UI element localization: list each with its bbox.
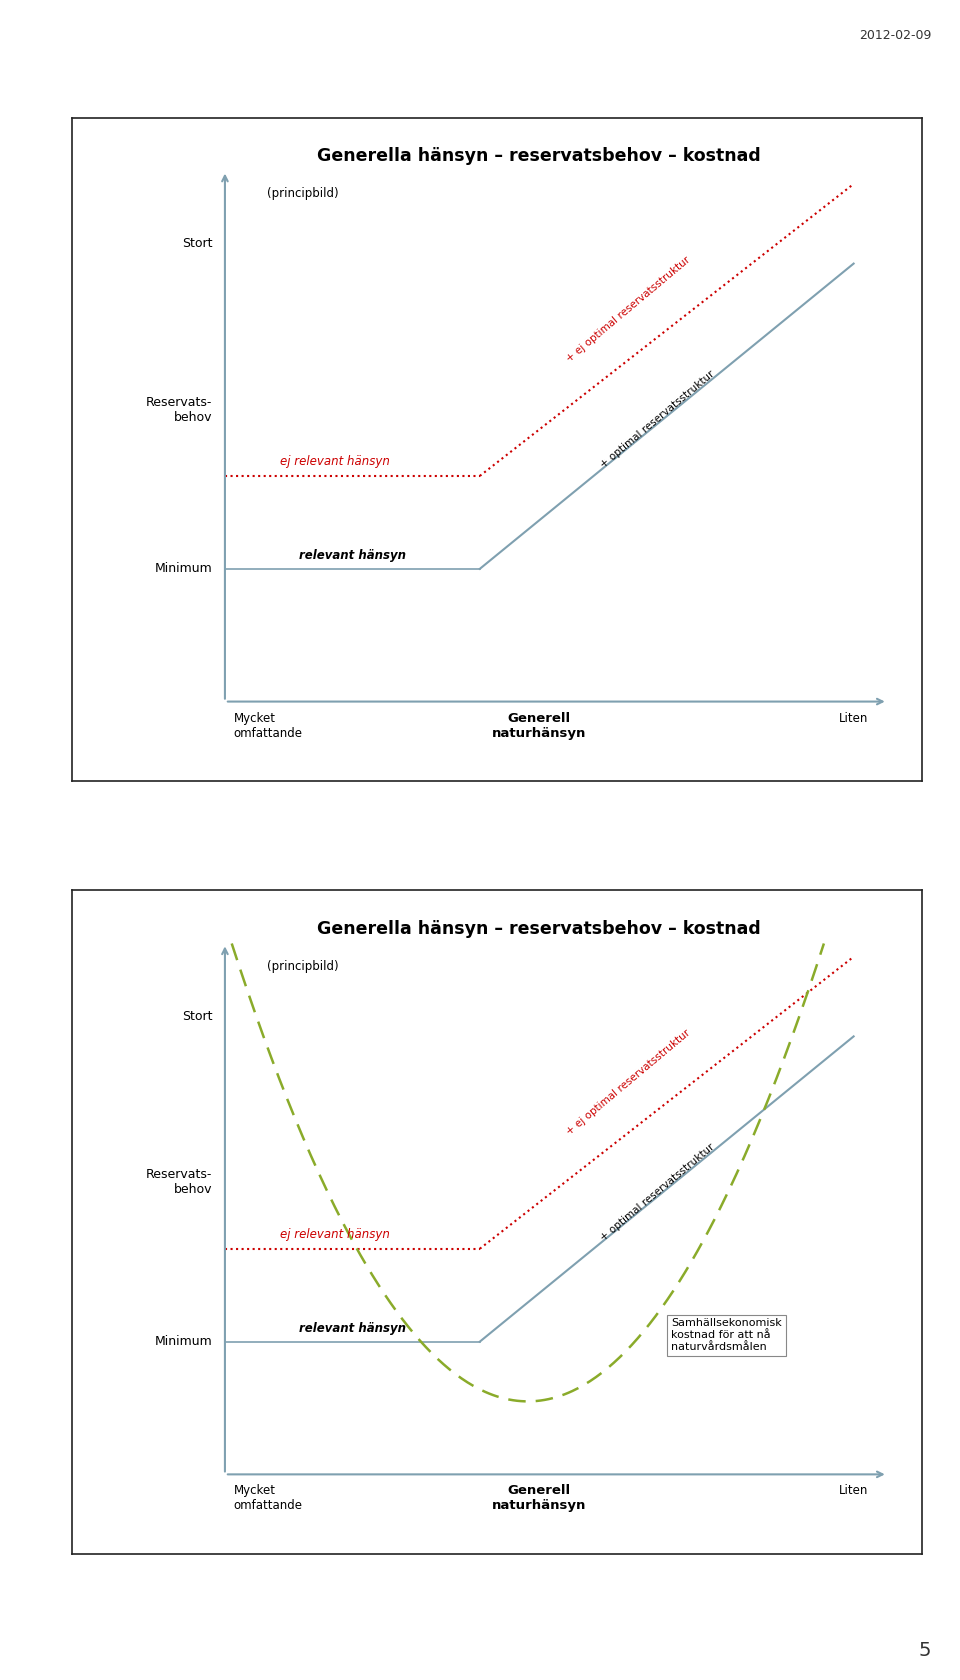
- Text: ej relevant hänsyn: ej relevant hänsyn: [280, 455, 391, 469]
- Text: relevant hänsyn: relevant hänsyn: [299, 549, 406, 563]
- Text: Generell
naturhänsyn: Generell naturhänsyn: [492, 1485, 587, 1512]
- Text: + optimal reservatsstruktur: + optimal reservatsstruktur: [599, 1142, 716, 1243]
- Text: Generella hänsyn – reservatsbehov – kostnad: Generella hänsyn – reservatsbehov – kost…: [318, 148, 761, 165]
- Text: + optimal reservatsstruktur: + optimal reservatsstruktur: [599, 370, 716, 470]
- Text: Stort: Stort: [181, 237, 212, 250]
- Text: Reservats-
behov: Reservats- behov: [146, 395, 212, 423]
- Text: + ej optimal reservatsstruktur: + ej optimal reservatsstruktur: [564, 1028, 692, 1137]
- Text: Minimum: Minimum: [155, 563, 212, 575]
- Text: Samhällsekonomisk
kostnad för att nå
naturvårdsmålen: Samhällsekonomisk kostnad för att nå nat…: [671, 1319, 781, 1352]
- Text: 5: 5: [919, 1641, 931, 1660]
- Text: relevant hänsyn: relevant hänsyn: [299, 1322, 406, 1336]
- Text: (principbild): (principbild): [268, 186, 339, 200]
- Text: Mycket
omfattande: Mycket omfattande: [233, 1485, 302, 1512]
- Text: Minimum: Minimum: [155, 1336, 212, 1347]
- Text: Liten: Liten: [839, 712, 868, 724]
- Text: 2012-02-09: 2012-02-09: [859, 29, 931, 42]
- Text: + ej optimal reservatsstruktur: + ej optimal reservatsstruktur: [564, 255, 692, 365]
- Text: Reservats-
behov: Reservats- behov: [146, 1168, 212, 1196]
- Text: Generell
naturhänsyn: Generell naturhänsyn: [492, 712, 587, 739]
- Text: Mycket
omfattande: Mycket omfattande: [233, 712, 302, 739]
- Text: (principbild): (principbild): [268, 959, 339, 973]
- Text: ej relevant hänsyn: ej relevant hänsyn: [280, 1228, 391, 1242]
- Text: Liten: Liten: [839, 1485, 868, 1497]
- Text: Generella hänsyn – reservatsbehov – kostnad: Generella hänsyn – reservatsbehov – kost…: [318, 921, 761, 937]
- Text: Stort: Stort: [181, 1010, 212, 1023]
